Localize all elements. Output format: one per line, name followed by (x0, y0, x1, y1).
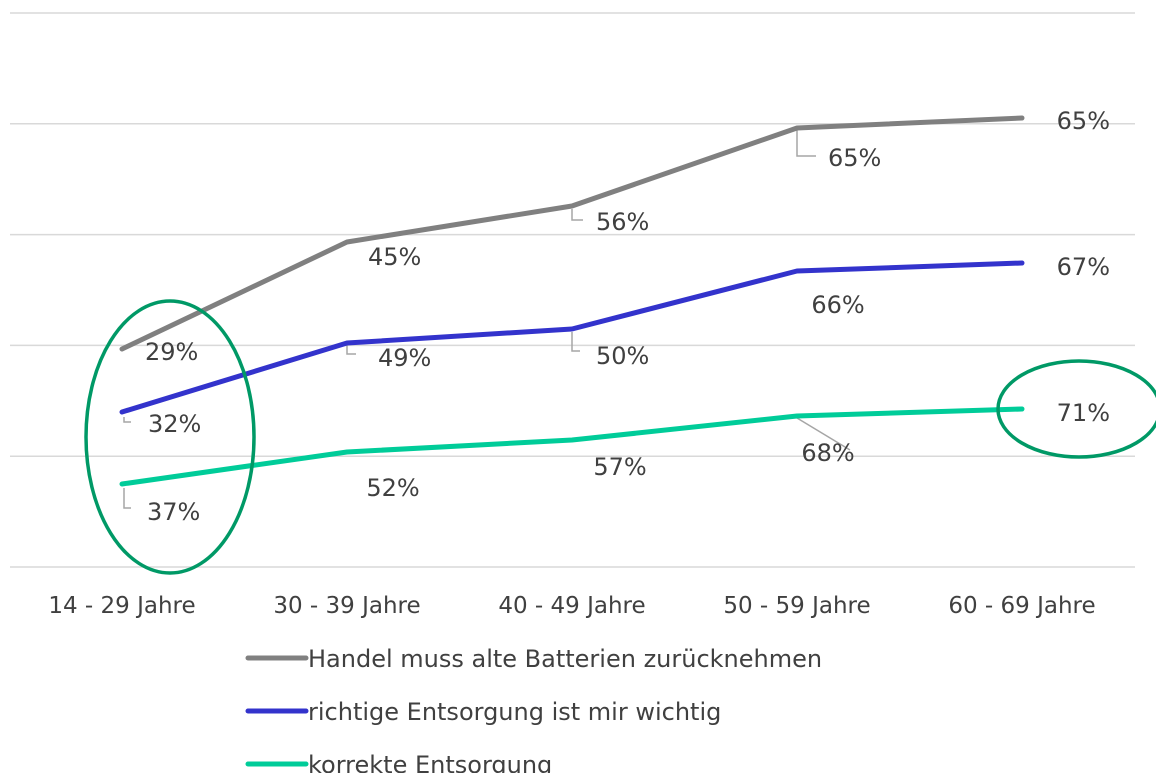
series-line (119, 260, 1025, 415)
data-labels: 29% 45% 56% 65% 65% 32% 49% 50% 66% 67% 37% 52% 57% 6… (145, 107, 1110, 526)
x-tick-label: 40 - 49 Jahre (498, 593, 645, 619)
highlight-ellipse-first-group (84, 299, 256, 575)
legend-label: richtige Entsorgung ist mir wichtig (308, 698, 721, 726)
x-axis-tick-labels: 14 - 29 Jahre 30 - 39 Jahre 40 - 49 Jahre 5… (48, 593, 1095, 619)
label-leader-line (796, 130, 816, 157)
label-leader-line (571, 209, 583, 221)
label-leader-line (123, 488, 131, 509)
x-tick-label: 14 - 29 Jahre (48, 593, 195, 619)
x-tick-label: 50 - 59 Jahre (723, 593, 870, 619)
label-leader-lines (123, 130, 851, 509)
data-label: 56% (596, 208, 649, 236)
legend: Handel muss alte Batterien zurücknehmen r… (245, 645, 822, 773)
data-label: 45% (368, 243, 421, 271)
x-tick-label: 30 - 39 Jahre (273, 593, 420, 619)
legend-label: Handel muss alte Batterien zurücknehmen (308, 645, 822, 673)
label-leader-line (123, 417, 131, 423)
data-label: 68% (801, 439, 854, 467)
series-line (119, 115, 1025, 352)
label-leader-line (571, 332, 580, 352)
data-label: 32% (148, 410, 201, 438)
data-label: 29% (145, 338, 198, 366)
highlight-ellipses (84, 299, 1156, 575)
series-line (119, 406, 1025, 487)
data-label: 57% (593, 453, 646, 481)
gridlines (10, 12, 1135, 568)
data-label: 49% (378, 344, 431, 372)
data-label: 67% (1057, 253, 1110, 281)
data-label: 65% (1057, 107, 1110, 135)
data-label: 37% (147, 498, 200, 526)
highlight-ellipse-last-value (996, 359, 1156, 459)
data-label: 71% (1057, 399, 1110, 427)
data-label: 52% (366, 474, 419, 502)
legend-label: korrekte Entsorgung (308, 751, 552, 773)
series-lines (119, 115, 1025, 487)
label-leader-line (796, 417, 851, 451)
data-label: 65% (828, 144, 881, 172)
data-label: 66% (811, 291, 864, 319)
label-leader-line (346, 345, 356, 355)
x-tick-label: 60 - 69 Jahre (948, 593, 1095, 619)
data-label: 50% (596, 342, 649, 370)
